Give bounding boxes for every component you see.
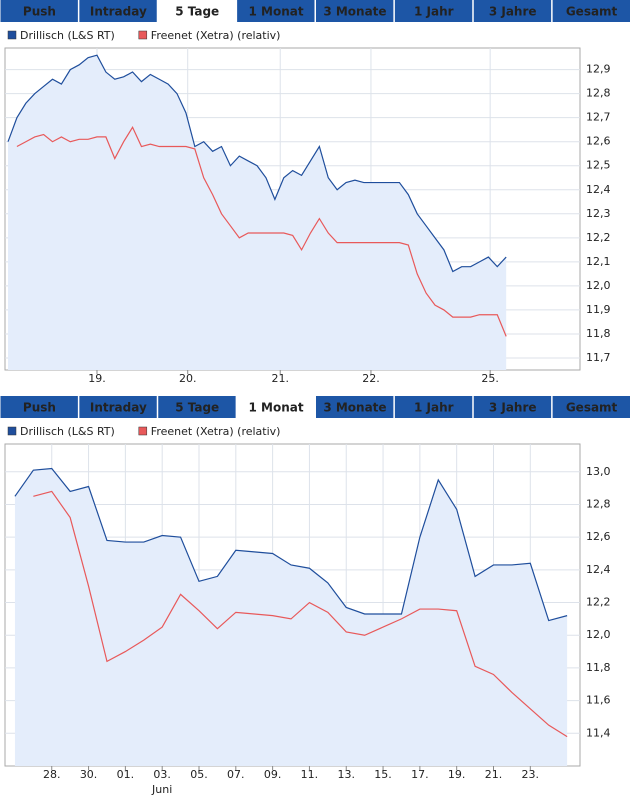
- tab[interactable]: [473, 396, 552, 418]
- x-tick-label: 11.: [301, 768, 319, 781]
- tab-bar: [0, 0, 631, 22]
- y-tick-label: 11,8: [586, 327, 611, 340]
- y-tick-label: 12,0: [586, 279, 611, 292]
- y-tick-label: 12,4: [586, 183, 611, 196]
- y-tick-label: 12,2: [586, 231, 611, 244]
- x-tick-label: 15.: [374, 768, 392, 781]
- y-tick-label: 12,7: [586, 111, 611, 124]
- line: [14, 467, 568, 622]
- x-tick-label: 19.: [448, 768, 466, 781]
- tab-label[interactable]: 3 Jahre: [489, 401, 537, 415]
- y-tick-label: 12,1: [586, 255, 611, 268]
- legend-label: Drillisch (L&S RT): [20, 29, 115, 42]
- tab[interactable]: [316, 0, 394, 22]
- area: [14, 468, 568, 766]
- y-tick-label: 11,7: [586, 351, 611, 364]
- tab-label[interactable]: 1 Jahr: [414, 401, 454, 415]
- legend-label: Drillisch (L&S RT): [20, 425, 115, 438]
- x-tick-label: 23.: [522, 768, 540, 781]
- legend-label: Freenet (Xetra) (relativ): [151, 29, 281, 42]
- tab-label[interactable]: Push: [23, 5, 56, 19]
- legend-swatch: [7, 426, 17, 436]
- x-tick-label: 25.: [481, 372, 499, 385]
- line: [7, 54, 507, 273]
- tab[interactable]: [158, 0, 236, 22]
- tab-label[interactable]: Intraday: [90, 401, 147, 415]
- y-tick-label: 12,5: [586, 159, 611, 172]
- tab-bar: [0, 396, 631, 418]
- tab-label[interactable]: 3 Monate: [323, 401, 386, 415]
- tab-label[interactable]: 1 Monat: [249, 401, 304, 415]
- y-tick-label: 12,8: [586, 497, 611, 510]
- x-tick-label: 22.: [362, 372, 380, 385]
- y-tick-label: 12,3: [586, 207, 611, 220]
- y-tick-label: 12,9: [586, 63, 611, 76]
- y-tick-label: 12,2: [586, 596, 611, 609]
- x-tick-label: 28.: [43, 768, 61, 781]
- legend-swatch: [138, 30, 148, 40]
- line: [33, 490, 568, 738]
- tab[interactable]: [473, 0, 552, 22]
- tab[interactable]: [552, 396, 630, 418]
- tab-label[interactable]: 3 Monate: [323, 5, 386, 19]
- x-tick-label: 07.: [227, 768, 245, 781]
- y-tick-label: 11,4: [586, 726, 611, 739]
- tab[interactable]: [79, 396, 157, 418]
- x-tick-label: 21.: [485, 768, 503, 781]
- y-tick-label: 12,8: [586, 87, 611, 100]
- x-tick-label: 17.: [411, 768, 429, 781]
- tab[interactable]: [158, 396, 236, 418]
- legend-swatch: [7, 30, 17, 40]
- y-tick-label: 13,0: [586, 465, 611, 478]
- y-tick-label: 12,6: [586, 530, 611, 543]
- x-tick-label: 20.: [179, 372, 197, 385]
- tab[interactable]: [394, 0, 473, 22]
- tab-label[interactable]: 5 Tage: [175, 401, 219, 415]
- tab-label[interactable]: Gesamt: [566, 5, 618, 19]
- y-tick-label: 12,6: [586, 135, 611, 148]
- tab[interactable]: [237, 396, 315, 418]
- tab-label[interactable]: Push: [23, 401, 56, 415]
- y-tick-label: 11,9: [586, 303, 611, 316]
- tab-label[interactable]: 1 Jahr: [414, 5, 454, 19]
- x-tick-label: 05.: [190, 768, 208, 781]
- annotation: Juni: [151, 783, 172, 796]
- area: [8, 55, 507, 370]
- x-tick-label: 21.: [271, 372, 289, 385]
- legend-swatch: [138, 426, 148, 436]
- tab[interactable]: [0, 0, 78, 22]
- tab-label[interactable]: 5 Tage: [175, 5, 219, 19]
- legend-label: Freenet (Xetra) (relativ): [151, 425, 281, 438]
- x-tick-label: 01.: [117, 768, 135, 781]
- x-tick-label: 03.: [153, 768, 171, 781]
- y-tick-label: 11,8: [586, 661, 611, 674]
- tab[interactable]: [316, 396, 394, 418]
- tab-label[interactable]: 3 Jahre: [489, 5, 537, 19]
- x-tick-label: 30.: [80, 768, 98, 781]
- x-tick-label: 09.: [264, 768, 282, 781]
- y-tick-label: 12,0: [586, 628, 611, 641]
- x-tick-label: 13.: [337, 768, 355, 781]
- tab-label[interactable]: Gesamt: [566, 401, 618, 415]
- x-tick-label: 19.: [88, 372, 106, 385]
- tab-label[interactable]: 1 Monat: [249, 5, 304, 19]
- tab[interactable]: [552, 0, 630, 22]
- tab[interactable]: [394, 396, 473, 418]
- tab[interactable]: [237, 0, 315, 22]
- y-tick-label: 11,6: [586, 694, 611, 707]
- tab[interactable]: [0, 396, 78, 418]
- y-tick-label: 12,4: [586, 563, 611, 576]
- tab[interactable]: [79, 0, 157, 22]
- tab-label[interactable]: Intraday: [90, 5, 147, 19]
- line: [16, 126, 507, 337]
